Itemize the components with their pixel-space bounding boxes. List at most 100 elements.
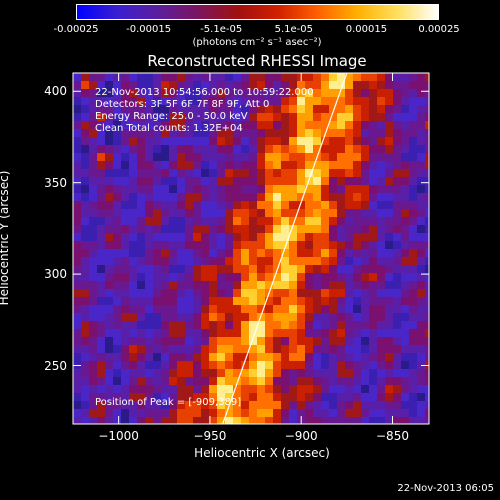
heatmap-cell [201, 393, 210, 402]
heatmap-cell [297, 185, 306, 194]
heatmap-cell [297, 281, 306, 290]
heatmap-cell [177, 249, 186, 258]
heatmap-cell [305, 265, 314, 274]
heatmap-cell [353, 273, 362, 282]
heatmap-cell [241, 353, 250, 362]
heatmap-cell [377, 169, 386, 178]
heatmap-cell [97, 217, 106, 226]
heatmap-cell [345, 345, 354, 354]
heatmap-cell [225, 377, 234, 386]
heatmap-cell [241, 209, 250, 218]
heatmap-cell [201, 241, 210, 250]
heatmap-cell [121, 273, 130, 282]
heatmap-cell [409, 377, 418, 386]
heatmap-cell [273, 313, 282, 322]
heatmap-cell [321, 297, 330, 306]
heatmap-cell [217, 137, 226, 146]
heatmap-cell [353, 89, 362, 98]
heatmap-cell [337, 105, 346, 114]
heatmap-cell [145, 377, 154, 386]
heatmap-cell [185, 265, 194, 274]
heatmap-cell [249, 161, 258, 170]
heatmap-cell [145, 129, 154, 138]
heatmap-cell [321, 417, 330, 424]
heatmap-cell [393, 369, 402, 378]
heatmap-cell [161, 241, 170, 250]
heatmap-cell [345, 89, 354, 98]
heatmap-cell [81, 241, 90, 250]
heatmap-cell [153, 145, 162, 154]
heatmap-cell [321, 73, 330, 82]
heatmap-cell [137, 321, 146, 330]
heatmap-cell [257, 401, 266, 410]
heatmap-cell [185, 289, 194, 298]
heatmap-cell [121, 281, 130, 290]
heatmap-cell [105, 273, 114, 282]
heatmap-cell [401, 161, 410, 170]
heatmap-cell [185, 209, 194, 218]
heatmap-cell [361, 161, 370, 170]
heatmap-cell [409, 185, 418, 194]
heatmap-cell [353, 161, 362, 170]
x-axis-label: Heliocentric X (arcsec) [194, 446, 330, 460]
heatmap-cell [281, 193, 290, 202]
heatmap-cell [337, 193, 346, 202]
heatmap-cell [89, 297, 98, 306]
heatmap-cell [393, 97, 402, 106]
heatmap-cell [353, 225, 362, 234]
heatmap-cell [297, 313, 306, 322]
x-tick-label: −850 [376, 429, 409, 443]
heatmap-cell [273, 417, 282, 424]
heatmap-cell [217, 369, 226, 378]
heatmap-cell [201, 129, 210, 138]
heatmap-cell [201, 161, 210, 170]
heatmap-cell [249, 73, 258, 82]
heatmap-cell [417, 353, 426, 362]
heatmap-cell [201, 329, 210, 338]
heatmap-cell [113, 393, 122, 402]
heatmap-cell [393, 249, 402, 258]
heatmap-cell [401, 113, 410, 122]
heatmap-cell [385, 401, 394, 410]
heatmap-cell [233, 129, 242, 138]
heatmap-cell [169, 297, 178, 306]
heatmap-cell [153, 185, 162, 194]
heatmap-cell [409, 225, 418, 234]
heatmap-cell [305, 393, 314, 402]
heatmap-cell [337, 73, 346, 82]
heatmap-cell [377, 385, 386, 394]
heatmap-cell [217, 265, 226, 274]
heatmap-cell [329, 161, 338, 170]
heatmap-cell [321, 137, 330, 146]
heatmap-cell [177, 393, 186, 402]
heatmap-cell [393, 81, 402, 90]
heatmap-cell [257, 137, 266, 146]
heatmap-cell [329, 313, 338, 322]
heatmap-cell [129, 329, 138, 338]
heatmap-cell [145, 137, 154, 146]
heatmap-cell [305, 345, 314, 354]
heatmap-cell [185, 161, 194, 170]
heatmap-cell [137, 361, 146, 370]
heatmap-cell [393, 89, 402, 98]
heatmap-cell [297, 345, 306, 354]
heatmap-cell [113, 321, 122, 330]
heatmap-cell [249, 113, 258, 122]
heatmap-cell [321, 249, 330, 258]
heatmap-cell [97, 201, 106, 210]
heatmap-cell [257, 385, 266, 394]
heatmap-cell [129, 297, 138, 306]
heatmap-cell [289, 313, 298, 322]
heatmap-cell [113, 265, 122, 274]
heatmap-cell [337, 153, 346, 162]
heatmap-cell [393, 137, 402, 146]
heatmap-cell [161, 137, 170, 146]
heatmap-cell [97, 321, 106, 330]
heatmap-cell [313, 193, 322, 202]
heatmap-cell [329, 345, 338, 354]
heatmap-cell [313, 321, 322, 330]
heatmap-cell [401, 153, 410, 162]
heatmap-cell [129, 353, 138, 362]
heatmap-cell [377, 185, 386, 194]
heatmap-cell [313, 185, 322, 194]
